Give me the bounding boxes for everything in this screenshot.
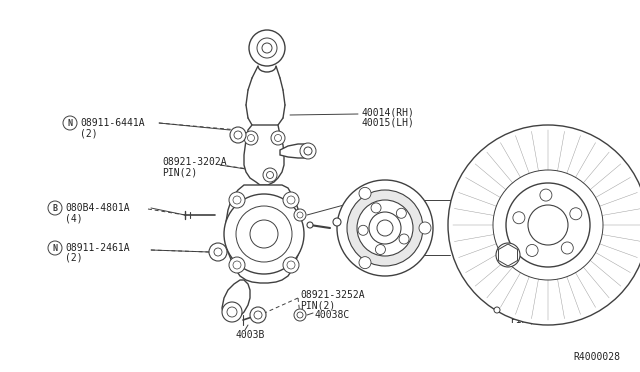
Text: N: N xyxy=(67,119,72,128)
Text: (4): (4) xyxy=(65,213,83,223)
Circle shape xyxy=(294,309,306,321)
Circle shape xyxy=(540,189,552,201)
Circle shape xyxy=(209,243,227,261)
Circle shape xyxy=(448,125,640,325)
Circle shape xyxy=(287,196,295,204)
Circle shape xyxy=(227,307,237,317)
Text: 08921-3252A: 08921-3252A xyxy=(510,305,575,315)
Circle shape xyxy=(266,171,273,179)
Circle shape xyxy=(234,131,242,139)
Text: 08911-6441A: 08911-6441A xyxy=(80,118,145,128)
Text: 08911-2461A: 08911-2461A xyxy=(65,243,130,253)
Circle shape xyxy=(224,194,304,274)
Text: 40202M: 40202M xyxy=(455,207,490,217)
Circle shape xyxy=(230,127,246,143)
Circle shape xyxy=(263,168,277,182)
Circle shape xyxy=(333,218,341,226)
Circle shape xyxy=(222,302,242,322)
Circle shape xyxy=(376,244,385,254)
Circle shape xyxy=(283,257,299,273)
Circle shape xyxy=(506,183,590,267)
Circle shape xyxy=(248,135,255,141)
Circle shape xyxy=(254,311,262,319)
Circle shape xyxy=(249,30,285,66)
Polygon shape xyxy=(244,125,284,185)
Circle shape xyxy=(233,196,241,204)
Text: 08921-3202A: 08921-3202A xyxy=(162,157,227,167)
Circle shape xyxy=(399,234,409,244)
Circle shape xyxy=(570,208,582,220)
Circle shape xyxy=(300,143,316,159)
Text: 40014(RH): 40014(RH) xyxy=(362,107,415,117)
Circle shape xyxy=(257,38,277,58)
Text: PIN(2): PIN(2) xyxy=(162,167,197,177)
Text: PIN(1): PIN(1) xyxy=(510,315,545,325)
Text: PIN(2): PIN(2) xyxy=(300,300,335,310)
Text: 4003B: 4003B xyxy=(235,330,264,340)
Text: N: N xyxy=(52,244,58,253)
Circle shape xyxy=(262,43,272,53)
Circle shape xyxy=(494,307,500,313)
Circle shape xyxy=(297,212,303,218)
Text: B: B xyxy=(52,203,58,212)
Circle shape xyxy=(63,116,77,130)
Circle shape xyxy=(371,203,381,213)
Circle shape xyxy=(358,225,368,235)
Circle shape xyxy=(337,180,433,276)
Text: 40015(LH): 40015(LH) xyxy=(362,117,415,127)
Circle shape xyxy=(214,248,222,256)
Text: 08921-3252A: 08921-3252A xyxy=(300,290,365,300)
Circle shape xyxy=(528,205,568,245)
Circle shape xyxy=(369,212,401,244)
Polygon shape xyxy=(280,144,312,158)
Circle shape xyxy=(561,242,573,254)
Circle shape xyxy=(297,312,303,318)
Circle shape xyxy=(244,131,258,145)
Polygon shape xyxy=(499,244,518,266)
Polygon shape xyxy=(222,280,250,320)
Text: 40222: 40222 xyxy=(378,220,408,230)
Circle shape xyxy=(347,190,423,266)
Circle shape xyxy=(396,208,406,218)
Text: 40262N: 40262N xyxy=(358,195,393,205)
Circle shape xyxy=(513,212,525,224)
Circle shape xyxy=(48,201,62,215)
Text: 080B4-4801A: 080B4-4801A xyxy=(65,203,130,213)
Circle shape xyxy=(526,244,538,256)
Text: 40207: 40207 xyxy=(570,183,600,193)
Circle shape xyxy=(236,206,292,262)
Circle shape xyxy=(377,220,393,236)
Text: (2): (2) xyxy=(65,253,83,263)
Circle shape xyxy=(357,200,413,256)
Circle shape xyxy=(229,257,245,273)
Circle shape xyxy=(304,147,312,155)
Circle shape xyxy=(287,261,295,269)
Circle shape xyxy=(48,241,62,255)
Circle shape xyxy=(419,222,431,234)
Circle shape xyxy=(496,243,520,267)
Circle shape xyxy=(233,261,241,269)
Circle shape xyxy=(283,192,299,208)
Circle shape xyxy=(359,187,371,199)
Text: 40038C: 40038C xyxy=(315,310,350,320)
Circle shape xyxy=(307,222,313,228)
Circle shape xyxy=(229,192,245,208)
Polygon shape xyxy=(226,185,302,283)
Circle shape xyxy=(250,220,278,248)
Circle shape xyxy=(271,131,285,145)
Circle shape xyxy=(275,135,282,141)
Circle shape xyxy=(359,257,371,269)
Circle shape xyxy=(294,209,306,221)
Circle shape xyxy=(250,307,266,323)
Text: (2): (2) xyxy=(80,128,98,138)
Text: R4000028: R4000028 xyxy=(573,352,620,362)
Text: 40262: 40262 xyxy=(525,248,554,258)
